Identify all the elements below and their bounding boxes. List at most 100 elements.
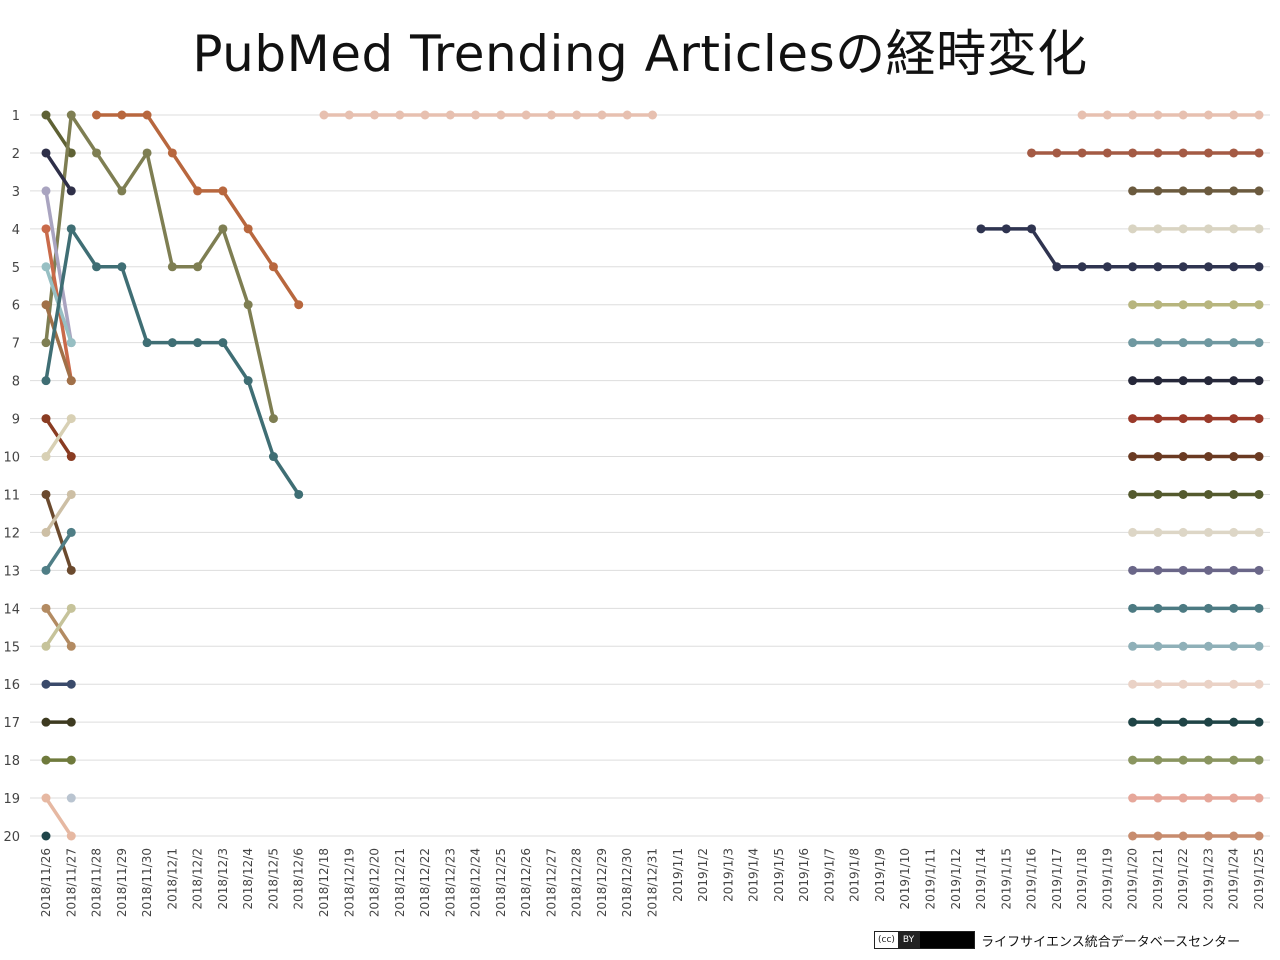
series-24 — [319, 110, 1264, 120]
point-s16-0 — [41, 641, 51, 651]
point-s36-45 — [1178, 603, 1188, 613]
point-s33-44 — [1153, 489, 1163, 499]
point-s9-3 — [117, 262, 127, 272]
point-s12-1 — [66, 565, 76, 575]
point-s32-43 — [1128, 452, 1138, 462]
point-s24-16 — [445, 110, 455, 120]
x-tick-44: 2019/1/21 — [1151, 848, 1165, 910]
point-s36-46 — [1203, 603, 1213, 613]
series-23 — [1027, 148, 1264, 158]
point-s27-44 — [1153, 262, 1163, 272]
point-s31-44 — [1153, 414, 1163, 424]
point-s25-45 — [1178, 186, 1188, 196]
x-tick-16: 2018/12/23 — [443, 848, 457, 917]
point-s22-48 — [1254, 831, 1264, 841]
series-16-line — [44, 606, 74, 649]
point-s3-6 — [193, 262, 203, 272]
series-1 — [92, 110, 304, 310]
point-s23-42 — [1102, 148, 1112, 158]
series-13 — [41, 489, 76, 537]
point-s28-47 — [1229, 300, 1239, 310]
point-s0-0 — [41, 793, 51, 803]
series-8 — [41, 300, 76, 386]
point-s30-47 — [1229, 376, 1239, 386]
point-s24-17 — [471, 110, 481, 120]
point-s26-43 — [1128, 224, 1138, 234]
series-27 — [976, 224, 1264, 272]
point-s32-45 — [1178, 452, 1188, 462]
x-tick-35: 2019/1/11 — [923, 848, 937, 910]
point-s1-3 — [117, 110, 127, 120]
point-s33-43 — [1128, 489, 1138, 499]
point-s26-48 — [1254, 224, 1264, 234]
point-s3-9 — [268, 414, 278, 424]
x-axis-date-labels: 2018/11/26 2018/11/27 2018/11/28 2018/11/29… — [39, 848, 1266, 917]
point-s3-4 — [142, 148, 152, 158]
point-s27-38 — [1001, 224, 1011, 234]
point-s17-1 — [66, 679, 76, 689]
x-tick-8: 2018/12/4 — [241, 848, 255, 910]
point-s10-1 — [66, 452, 76, 462]
point-s9-9 — [268, 452, 278, 462]
point-s38-45 — [1178, 679, 1188, 689]
point-s26-45 — [1178, 224, 1188, 234]
point-s26-44 — [1153, 224, 1163, 234]
point-s17-0 — [41, 679, 51, 689]
point-s25-43 — [1128, 186, 1138, 196]
series-26 — [1128, 224, 1264, 234]
point-s38-48 — [1254, 679, 1264, 689]
x-tick-39: 2019/1/16 — [1025, 848, 1039, 910]
point-s3-7 — [218, 224, 228, 234]
point-s32-47 — [1229, 452, 1239, 462]
series-14 — [41, 527, 76, 575]
point-s40-48 — [1254, 755, 1264, 765]
point-s28-43 — [1128, 300, 1138, 310]
x-tick-45: 2019/1/22 — [1176, 848, 1190, 910]
point-s3-1 — [66, 110, 76, 120]
point-s0-1 — [66, 831, 76, 841]
point-s35-45 — [1178, 565, 1188, 575]
point-s6-0 — [41, 224, 51, 234]
point-s2-0 — [41, 110, 51, 120]
x-tick-20: 2018/12/27 — [544, 848, 558, 917]
point-s34-46 — [1203, 527, 1213, 537]
x-tick-32: 2019/1/8 — [848, 848, 862, 902]
y-tick-12: 12 — [3, 526, 20, 541]
series-1-line — [94, 113, 301, 307]
point-s20-1 — [66, 793, 76, 803]
point-s9-10 — [294, 489, 304, 499]
point-s1-5 — [167, 148, 177, 158]
organization-name: ライフサイエンス統合データベースセンター — [981, 934, 1241, 950]
point-s35-44 — [1153, 565, 1163, 575]
point-s31-46 — [1203, 414, 1213, 424]
y-tick-2: 2 — [12, 147, 20, 162]
point-s33-46 — [1203, 489, 1213, 499]
point-s24-18 — [496, 110, 506, 120]
point-s5-0 — [41, 186, 51, 196]
point-s24-14 — [395, 110, 405, 120]
point-s37-44 — [1153, 641, 1163, 651]
y-tick-17: 17 — [3, 716, 20, 731]
series-18 — [41, 717, 76, 727]
point-s24-45 — [1178, 110, 1188, 120]
series-4-line — [44, 151, 74, 193]
series-37 — [1128, 641, 1264, 651]
x-tick-19: 2018/12/26 — [519, 848, 533, 917]
point-s30-45 — [1178, 376, 1188, 386]
point-s24-11 — [319, 110, 329, 120]
point-s23-48 — [1254, 148, 1264, 158]
point-s27-46 — [1203, 262, 1213, 272]
point-s38-46 — [1203, 679, 1213, 689]
point-s32-46 — [1203, 452, 1213, 462]
point-s31-43 — [1128, 414, 1138, 424]
x-tick-12: 2018/12/19 — [342, 848, 356, 917]
point-s23-44 — [1153, 148, 1163, 158]
point-s24-21 — [572, 110, 582, 120]
point-s9-5 — [167, 338, 177, 348]
y-tick-1: 1 — [12, 109, 20, 124]
y-tick-18: 18 — [3, 754, 20, 769]
point-s21-0 — [41, 831, 51, 841]
x-tick-41: 2019/1/18 — [1075, 848, 1089, 910]
point-s23-43 — [1128, 148, 1138, 158]
point-s27-47 — [1229, 262, 1239, 272]
